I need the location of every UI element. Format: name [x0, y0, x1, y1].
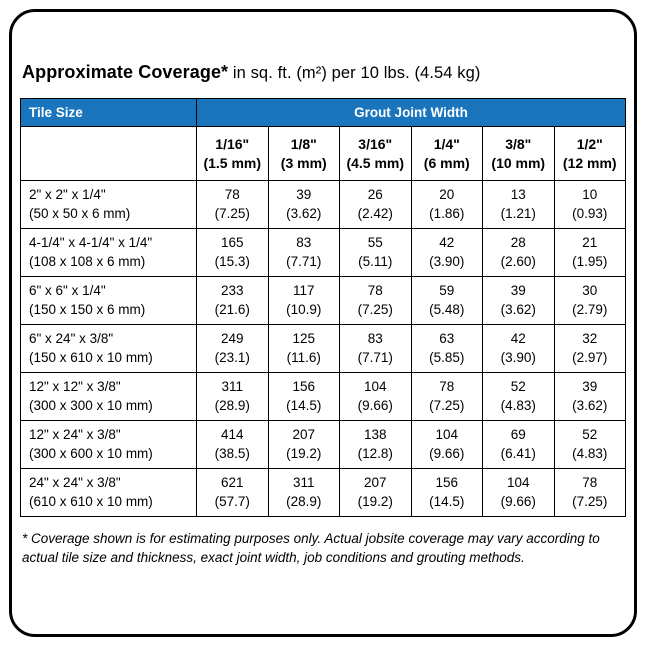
coverage-value-cell: 10 (0.93) — [553, 180, 626, 229]
coverage-value-cell: 42 (3.90) — [482, 324, 555, 373]
coverage-row: 24" x 24" x 3/8" (610 x 610 x 10 mm) 621 (5… — [20, 468, 626, 517]
coverage-value-cell: 52 (4.83) — [482, 372, 555, 421]
table-header-row: Tile Size Grout Joint Width — [20, 98, 626, 127]
coverage-row: 6" x 6" x 1/4" (150 x 150 x 6 mm) 233 (21.6… — [20, 276, 626, 325]
coverage-value-cell: 42 (3.90) — [410, 228, 483, 277]
grout-joint-width-header: Grout Joint Width — [196, 98, 626, 127]
coverage-value-cell: 39 (3.62) — [482, 276, 555, 325]
coverage-value-cell: 13 (1.21) — [482, 180, 555, 229]
grout-width-column-header: 3/8" (10 mm) — [482, 126, 555, 181]
coverage-value-cell: 55 (5.11) — [339, 228, 412, 277]
coverage-row: 12" x 12" x 3/8" (300 x 300 x 10 mm) 311 (2… — [20, 372, 626, 421]
grout-width-column-header: 3/16" (4.5 mm) — [339, 126, 412, 181]
coverage-value-cell: 117 (10.9) — [267, 276, 340, 325]
coverage-value-cell: 78 (7.25) — [410, 372, 483, 421]
coverage-value-cell: 311 (28.9) — [196, 372, 269, 421]
coverage-row: 2" x 2" x 1/4" (50 x 50 x 6 mm) 78 (7.25) 39… — [20, 180, 626, 229]
coverage-row: 4-1/4" x 4-1/4" x 1/4" (108 x 108 x 6 mm)… — [20, 228, 626, 277]
coverage-value-cell: 78 (7.25) — [553, 468, 626, 517]
column-header-row: 1/16" (1.5 mm) 1/8" (3 mm) 3/16" (4.5 mm) 1/4"… — [20, 126, 626, 181]
grout-width-column-header: 1/8" (3 mm) — [267, 126, 340, 181]
coverage-row: 12" x 24" x 3/8" (300 x 600 x 10 mm) 414 (3… — [20, 420, 626, 469]
coverage-value-cell: 78 (7.25) — [196, 180, 269, 229]
footnote: * Coverage shown is for estimating purpo… — [22, 531, 600, 565]
coverage-value-cell: 59 (5.48) — [410, 276, 483, 325]
tile-size-cell: 4-1/4" x 4-1/4" x 1/4" (108 x 108 x 6 mm) — [20, 228, 197, 277]
coverage-value-cell: 26 (2.42) — [339, 180, 412, 229]
coverage-value-cell: 39 (3.62) — [267, 180, 340, 229]
coverage-value-cell: 83 (7.71) — [339, 324, 412, 373]
coverage-value-cell: 104 (9.66) — [339, 372, 412, 421]
tile-size-cell: 24" x 24" x 3/8" (610 x 610 x 10 mm) — [20, 468, 197, 517]
tile-size-cell: 12" x 24" x 3/8" (300 x 600 x 10 mm) — [20, 420, 197, 469]
tile-size-cell: 12" x 12" x 3/8" (300 x 300 x 10 mm) — [20, 372, 197, 421]
tile-size-header: Tile Size — [20, 98, 197, 127]
coverage-value-cell: 156 (14.5) — [410, 468, 483, 517]
coverage-value-cell: 414 (38.5) — [196, 420, 269, 469]
page-title-rest: in sq. ft. (m²) per 10 lbs. (4.54 kg) — [228, 64, 481, 82]
coverage-value-cell: 39 (3.62) — [553, 372, 626, 421]
page-title-bold: Approximate Coverage* — [22, 62, 229, 82]
coverage-value-cell: 28 (2.60) — [482, 228, 555, 277]
coverage-value-cell: 104 (9.66) — [410, 420, 483, 469]
coverage-value-cell: 311 (28.9) — [267, 468, 340, 517]
tile-size-cell: 6" x 24" x 3/8" (150 x 610 x 10 mm) — [20, 324, 197, 373]
coverage-value-cell: 63 (5.85) — [410, 324, 483, 373]
coverage-value-cell: 249 (23.1) — [196, 324, 269, 373]
tile-size-cell: 2" x 2" x 1/4" (50 x 50 x 6 mm) — [20, 180, 197, 229]
coverage-value-cell: 52 (4.83) — [553, 420, 626, 469]
grout-width-column-header: 1/16" (1.5 mm) — [196, 126, 269, 181]
coverage-value-cell: 30 (2.79) — [553, 276, 626, 325]
coverage-value-cell: 621 (57.7) — [196, 468, 269, 517]
coverage-value-cell: 125 (11.6) — [267, 324, 340, 373]
coverage-value-cell: 233 (21.6) — [196, 276, 269, 325]
tile-size-cell: 6" x 6" x 1/4" (150 x 150 x 6 mm) — [20, 276, 197, 325]
coverage-value-cell: 165 (15.3) — [196, 228, 269, 277]
coverage-value-cell: 78 (7.25) — [339, 276, 412, 325]
coverage-value-cell: 83 (7.71) — [267, 228, 340, 277]
grout-width-column-header: 1/2" (12 mm) — [553, 126, 626, 181]
coverage-value-cell: 207 (19.2) — [267, 420, 340, 469]
coverage-value-cell: 21 (1.95) — [553, 228, 626, 277]
page-title: Approximate Coverage* in sq. ft. (m²) pe… — [22, 62, 624, 83]
coverage-value-cell: 156 (14.5) — [267, 372, 340, 421]
coverage-value-cell: 69 (6.41) — [482, 420, 555, 469]
grout-width-column-header: 1/4" (6 mm) — [410, 126, 483, 181]
coverage-value-cell: 104 (9.66) — [482, 468, 555, 517]
corner-cell — [20, 126, 197, 181]
coverage-value-cell: 138 (12.8) — [339, 420, 412, 469]
coverage-table-body: 2" x 2" x 1/4" (50 x 50 x 6 mm) 78 (7.25) 39… — [20, 180, 626, 517]
coverage-value-cell: 207 (19.2) — [339, 468, 412, 517]
coverage-table: Tile Size Grout Joint Width 1/16" (1.5 mm… — [20, 98, 626, 517]
coverage-value-cell: 32 (2.97) — [553, 324, 626, 373]
coverage-card: Approximate Coverage* in sq. ft. (m²) pe… — [9, 9, 637, 637]
coverage-row: 6" x 24" x 3/8" (150 x 610 x 10 mm) 249 (23… — [20, 324, 626, 373]
coverage-value-cell: 20 (1.86) — [410, 180, 483, 229]
